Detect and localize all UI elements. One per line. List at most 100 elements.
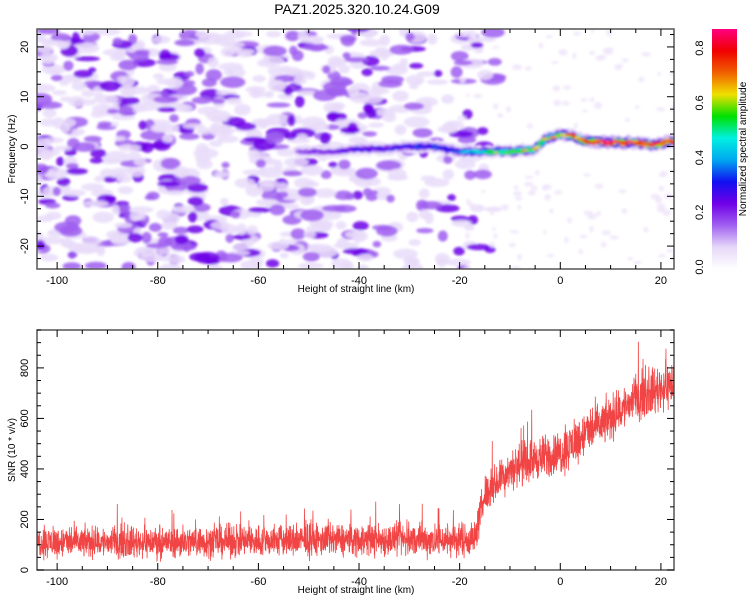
noise-blob [265,259,280,268]
noise-blob [365,194,378,202]
noise-blob [442,169,455,180]
noise-blob [420,175,437,182]
noise-blob [46,68,62,75]
noise-blob [61,122,71,133]
noise-blob [226,97,243,105]
noise-blob [492,103,499,110]
signal-cell [669,141,674,144]
noise-blob [294,115,303,124]
noise-blob [356,253,374,262]
noise-blob [372,240,382,248]
noise-blob [541,185,548,191]
noise-blob [606,29,613,37]
x-tick-label: -100 [46,576,68,588]
noise-blob [186,225,204,234]
noise-blob [497,113,504,119]
noise-blob [232,234,252,240]
noise-blob [327,111,340,120]
noise-blob [513,185,519,190]
noise-blob [590,29,595,33]
noise-blob [349,92,371,104]
noise-blob [477,37,497,43]
noise-blob [129,210,141,222]
spectrogram-y-axis-label: Frequency (Hz) [7,115,18,184]
signal-cell [622,142,630,146]
noise-blob [658,185,665,192]
noise-blob [235,122,257,131]
noise-blob [109,232,121,243]
noise-blob [378,80,403,88]
noise-blob [388,168,407,181]
signal-cell [644,142,652,145]
noise-blob [266,132,285,144]
noise-blob [399,58,409,66]
noise-blob [453,246,465,256]
noise-blob [392,90,409,102]
x-tick-label: 0 [557,275,563,287]
x-tick-label: -80 [150,576,166,588]
noise-blob [524,66,532,71]
noise-blob [50,74,64,82]
noise-blob [344,193,355,200]
x-tick-label: 20 [655,576,667,588]
noise-blob [194,48,206,58]
noise-blob [419,201,443,210]
noise-blob [127,165,146,177]
noise-blob [457,115,467,122]
noise-blob [247,149,260,159]
noise-blob [90,148,107,158]
noise-blob [63,60,74,71]
noise-blob [59,79,70,86]
noise-blob [654,196,663,204]
signal-cell [365,148,373,152]
noise-blob [230,211,241,219]
noise-blob [403,257,420,265]
noise-blob [567,217,573,224]
noise-blob [484,206,502,212]
noise-blob [362,131,378,137]
noise-blob [473,93,483,99]
x-tick-label: 0 [557,576,563,588]
noise-blob [365,177,381,187]
y-tick-label: 800 [19,359,31,377]
x-tick-label: -100 [46,275,68,287]
noise-blob [184,71,195,77]
noise-blob [159,124,180,134]
noise-blob [328,161,338,168]
noise-blob [171,205,196,213]
noise-blob [512,64,523,71]
spectrogram-frame [36,28,675,270]
noise-blob [515,196,523,201]
noise-blob [127,86,151,95]
noise-blob [243,136,265,143]
noise-blob [509,230,520,234]
noise-blob [373,186,391,197]
noise-blob [234,103,251,116]
noise-blob [198,33,220,45]
noise-blob [182,241,192,252]
y-tick-label: -10 [19,188,31,204]
noise-blob [344,230,364,239]
noise-blob [276,148,297,157]
noise-blob [562,85,572,90]
colorbar-tick-label: 0.0 [694,259,706,274]
noise-blob [141,142,154,153]
noise-blob [579,234,588,239]
noise-blob [544,193,551,201]
noise-blob [337,167,354,176]
y-tick-label: 0 [19,567,31,573]
noise-blob [127,233,143,243]
noise-blob [141,231,152,244]
noise-blob [245,86,266,94]
noise-blob [374,46,389,55]
noise-blob [385,65,408,75]
noise-blob [129,51,150,61]
noise-blob [321,205,347,212]
noise-blob [403,116,430,128]
noise-blob [481,190,486,194]
noise-blob [246,225,258,235]
noise-blob [426,79,449,85]
noise-blob [302,251,320,262]
noise-blob [523,181,534,187]
noise-blob [408,239,421,246]
